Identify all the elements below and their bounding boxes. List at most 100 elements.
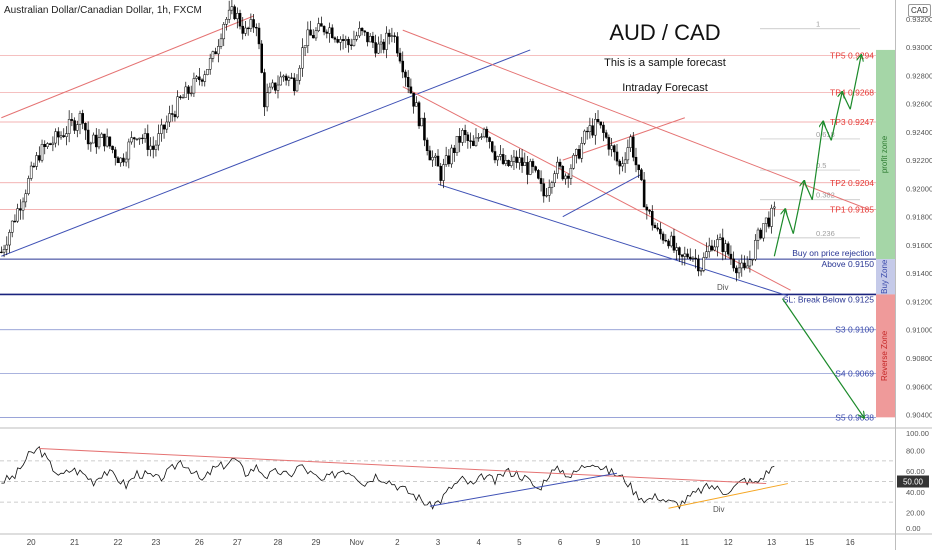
levels-layer: TP5 0.9294 TP4 0.9268 TP3 0.9247 TP2 0.9204…	[0, 51, 876, 422]
time-tick-label: 28	[274, 538, 283, 547]
candle-body	[29, 165, 33, 179]
candle-body	[325, 31, 329, 34]
candle-body	[545, 195, 548, 197]
candle-body	[352, 39, 356, 46]
candle-body	[233, 6, 236, 20]
candle-body	[195, 76, 198, 79]
candle-body	[67, 119, 71, 134]
candle-body	[271, 82, 274, 88]
candle-body	[588, 125, 592, 132]
rsi-trendline-2	[668, 483, 788, 509]
candle-body	[474, 137, 478, 146]
candle-body	[279, 76, 282, 86]
time-tick-label: 26	[195, 538, 204, 547]
candle-body	[724, 243, 727, 252]
candle-body	[480, 136, 483, 138]
candle-body	[382, 41, 386, 50]
candle-body	[613, 145, 616, 153]
time-tick-label: 3	[436, 538, 441, 547]
price-trendline-2	[402, 29, 870, 211]
candle-body	[531, 161, 535, 167]
zones-layer: profit zone Buy Zone Reverse Zone	[876, 49, 895, 418]
candles-layer	[0, 0, 776, 282]
candle-body	[458, 136, 461, 143]
forecast-segment-0	[773, 210, 785, 257]
candle-body	[113, 149, 117, 158]
candle-body	[716, 239, 719, 248]
fib-layer: 1 0.618 0.5 0.382 0.236	[760, 20, 860, 239]
rsi-tick-label: 40.00	[906, 488, 925, 497]
time-tick-label: 16	[846, 538, 855, 547]
currency-badge[interactable]: CAD	[908, 4, 931, 17]
candle-body	[192, 78, 196, 94]
candle-body	[406, 77, 410, 88]
candle-body	[602, 124, 605, 133]
fib-label-2: 0.5	[816, 161, 826, 170]
forecast-segment-3	[803, 181, 813, 200]
candle-body	[526, 162, 529, 175]
rsi-current-value: 50.00	[903, 478, 924, 487]
forecast-segment-6	[830, 92, 842, 141]
candle-body	[21, 201, 25, 211]
candle-body	[585, 130, 589, 133]
candle-body	[225, 19, 228, 25]
candle-body	[759, 229, 763, 239]
candle-body	[24, 193, 28, 203]
sl-forecast-arrow	[781, 298, 863, 418]
candle-body	[298, 67, 301, 81]
forecast-layer	[773, 56, 864, 418]
candle-body	[146, 133, 150, 150]
price-tick-label: 0.92200	[906, 156, 932, 165]
candle-body	[100, 133, 103, 138]
candle-body	[428, 150, 432, 161]
zone-label-buy: Buy Zone	[880, 259, 889, 294]
candle-body	[471, 140, 475, 146]
candle-body	[336, 39, 339, 43]
candle-body	[425, 139, 429, 151]
candle-body	[737, 267, 741, 274]
candle-body	[149, 145, 152, 150]
candle-body	[469, 140, 472, 142]
candle-body	[401, 60, 405, 73]
forecast-segment-4	[811, 122, 823, 200]
candle-body	[40, 144, 44, 161]
candle-body	[322, 26, 326, 33]
candle-body	[523, 162, 527, 166]
price-tick-label: 0.90800	[906, 354, 932, 363]
candle-body	[631, 136, 635, 158]
candle-body	[694, 257, 697, 260]
candle-body	[360, 27, 364, 32]
candle-body	[762, 223, 765, 239]
zone-buy	[876, 259, 895, 295]
candle-body	[252, 19, 255, 28]
candle-body	[404, 71, 407, 78]
candle-body	[534, 166, 537, 171]
candle-body	[168, 113, 171, 123]
candle-body	[86, 129, 90, 145]
fib-label-4: 0.236	[816, 229, 835, 238]
candle-body	[162, 124, 166, 130]
level-label-8: S4 0.9069	[835, 369, 874, 379]
rsi-layer	[0, 445, 895, 510]
rsi-trendline-1	[429, 472, 618, 507]
candle-body	[626, 147, 630, 161]
candle-body	[675, 247, 678, 251]
candle-body	[46, 143, 49, 147]
candle-body	[707, 245, 711, 252]
candle-body	[447, 155, 451, 165]
candle-body	[219, 38, 223, 47]
symbol-header: Australian Dollar/Canadian Dollar, 1h, F…	[4, 5, 202, 16]
time-tick-label: Nov	[350, 538, 364, 547]
price-tick-label: 0.92600	[906, 100, 932, 109]
price-tick-label: 0.92000	[906, 184, 932, 193]
candle-body	[89, 142, 93, 145]
time-tick-label: 2	[395, 538, 400, 547]
candle-body	[179, 96, 182, 99]
candle-body	[265, 92, 269, 108]
candle-body	[537, 170, 540, 179]
candle-body	[547, 187, 551, 196]
candle-body	[184, 86, 188, 98]
price-trendline-0	[1, 15, 254, 119]
candle-body	[127, 141, 131, 160]
